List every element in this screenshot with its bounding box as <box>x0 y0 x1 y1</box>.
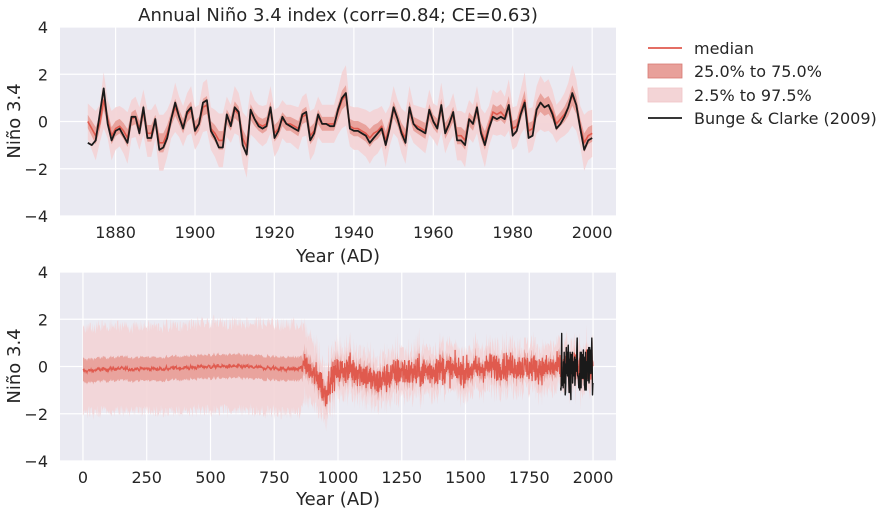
y-tick-label: 0 <box>38 113 48 132</box>
x-tick-label: 500 <box>195 468 226 487</box>
y-tick-label: 0 <box>38 358 48 377</box>
legend: median 25.0% to 75.0% 2.5% to 97.5% Bung… <box>647 39 876 128</box>
top-x-tick-labels: 1880 1900 1920 1940 1960 1980 2000 <box>95 223 612 242</box>
x-tick-label: 1900 <box>175 223 216 242</box>
top-y-tick-labels: −4 −2 0 2 4 <box>24 18 48 226</box>
bottom-x-axis-label: Year (AD) <box>295 489 380 510</box>
x-tick-label: 1940 <box>334 223 375 242</box>
x-tick-label: 1750 <box>509 468 550 487</box>
bottom-y-axis-label: Niño 3.4 <box>4 328 25 403</box>
x-tick-label: 1960 <box>413 223 454 242</box>
legend-iqr-swatch <box>647 63 683 79</box>
bottom-median-band <box>82 349 594 407</box>
y-tick-label: 2 <box>38 65 48 84</box>
x-tick-label: 1880 <box>95 223 136 242</box>
top-x-axis-label: Year (AD) <box>295 246 380 267</box>
y-tick-label: −2 <box>24 405 48 424</box>
x-tick-label: 1000 <box>318 468 359 487</box>
top-chart-title: Annual Niño 3.4 index (corr=0.84; CE=0.6… <box>138 5 538 26</box>
legend-ci95-label: 2.5% to 97.5% <box>694 86 812 105</box>
bottom-iqr-area <box>83 341 593 414</box>
bottom-iqr-band <box>83 341 593 414</box>
legend-median-label: median <box>694 39 754 58</box>
top-y-axis-label: Niño 3.4 <box>4 83 25 158</box>
y-tick-label: −2 <box>24 160 48 179</box>
x-tick-label: 250 <box>131 468 162 487</box>
x-tick-label: 1500 <box>445 468 486 487</box>
x-tick-label: 1920 <box>254 223 295 242</box>
top-ci95-band <box>87 65 593 178</box>
x-tick-label: 2000 <box>572 223 613 242</box>
y-tick-label: −4 <box>24 452 48 471</box>
top-ci95-area <box>87 65 593 178</box>
top-observed-series <box>87 87 593 156</box>
top-observed-line <box>87 87 593 156</box>
legend-ci95-swatch <box>647 87 683 103</box>
x-tick-label: 1980 <box>492 223 533 242</box>
x-tick-label: 750 <box>259 468 290 487</box>
y-tick-label: 4 <box>38 18 48 37</box>
legend-iqr-label: 25.0% to 75.0% <box>694 62 822 81</box>
legend-observed-label: Bunge & Clarke (2009) <box>694 109 876 128</box>
top-panel: 1880 1900 1920 1940 1960 1980 2000 −4 −2 0 2 4 Ann… <box>4 5 616 267</box>
bottom-median-series <box>82 349 594 407</box>
bottom-observed-line <box>560 332 594 401</box>
bottom-x-tick-labels: 0 250 500 750 1000 1250 1500 1750 2000 <box>78 468 614 487</box>
bottom-y-tick-labels: −4 −2 0 2 4 <box>24 263 48 471</box>
y-tick-label: 4 <box>38 263 48 282</box>
bottom-panel: 0 250 500 750 1000 1250 1500 1750 2000 −4 −2 0 2 4 Y… <box>4 263 616 510</box>
x-tick-label: 0 <box>78 468 88 487</box>
bottom-observed-series <box>560 332 594 401</box>
x-tick-label: 2000 <box>573 468 614 487</box>
y-tick-label: 2 <box>38 310 48 329</box>
y-tick-label: −4 <box>24 207 48 226</box>
x-tick-label: 1250 <box>381 468 422 487</box>
